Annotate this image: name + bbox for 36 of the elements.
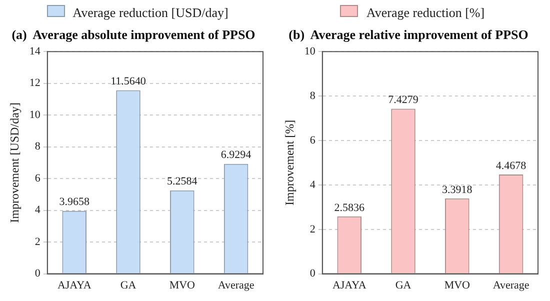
y-tick-label: 8 [34,140,41,153]
legend-label: Average reduction [%] [365,5,485,21]
y-tick-label: 8 [310,90,316,102]
data-label: 11.5640 [110,76,146,88]
chart-title: (a) Average absolute improvement of PPSO [12,27,256,42]
y-tick-label: 4 [34,204,41,216]
y-tick-label: 0 [34,268,41,280]
y-tick-label: 6 [34,172,41,184]
y-axis-title: Improvement [%] [282,120,296,206]
x-tick-label: Average [218,279,254,292]
data-label: 2.5836 [334,202,365,214]
x-tick-label: MVO [169,279,196,292]
y-axis-title: Improvement [USD/day] [7,102,22,223]
y-tick-label: 0 [310,268,316,280]
data-label: 3.3918 [442,184,473,196]
chart-title: (b) Average relative improvement of PPSO [288,27,528,42]
data-label: 4.4678 [496,160,527,172]
data-label: 5.2584 [167,176,198,188]
x-tick-label: Average [492,279,530,292]
data-label: 7.4279 [388,94,419,106]
data-label: 6.9294 [220,149,252,162]
y-tick-label: 4 [310,178,316,191]
x-tick-label: MVO [444,279,470,292]
y-tick-label: 2 [34,236,40,248]
y-tick-label: 6 [310,134,316,146]
data-label: 3.9658 [59,196,90,208]
x-tick-label: GA [120,279,136,292]
y-tick-label: 2 [310,223,316,236]
y-tick-label: 12 [29,77,40,90]
y-tick-label: 10 [29,108,41,121]
legend-label: Average reduction [USD/day] [72,5,228,21]
y-tick-label: 10 [304,45,316,58]
x-tick-label: AJAYA [57,279,92,292]
y-tick-label: 14 [29,45,41,58]
x-tick-label: GA [395,279,412,292]
x-tick-label: AJAYA [332,279,366,292]
